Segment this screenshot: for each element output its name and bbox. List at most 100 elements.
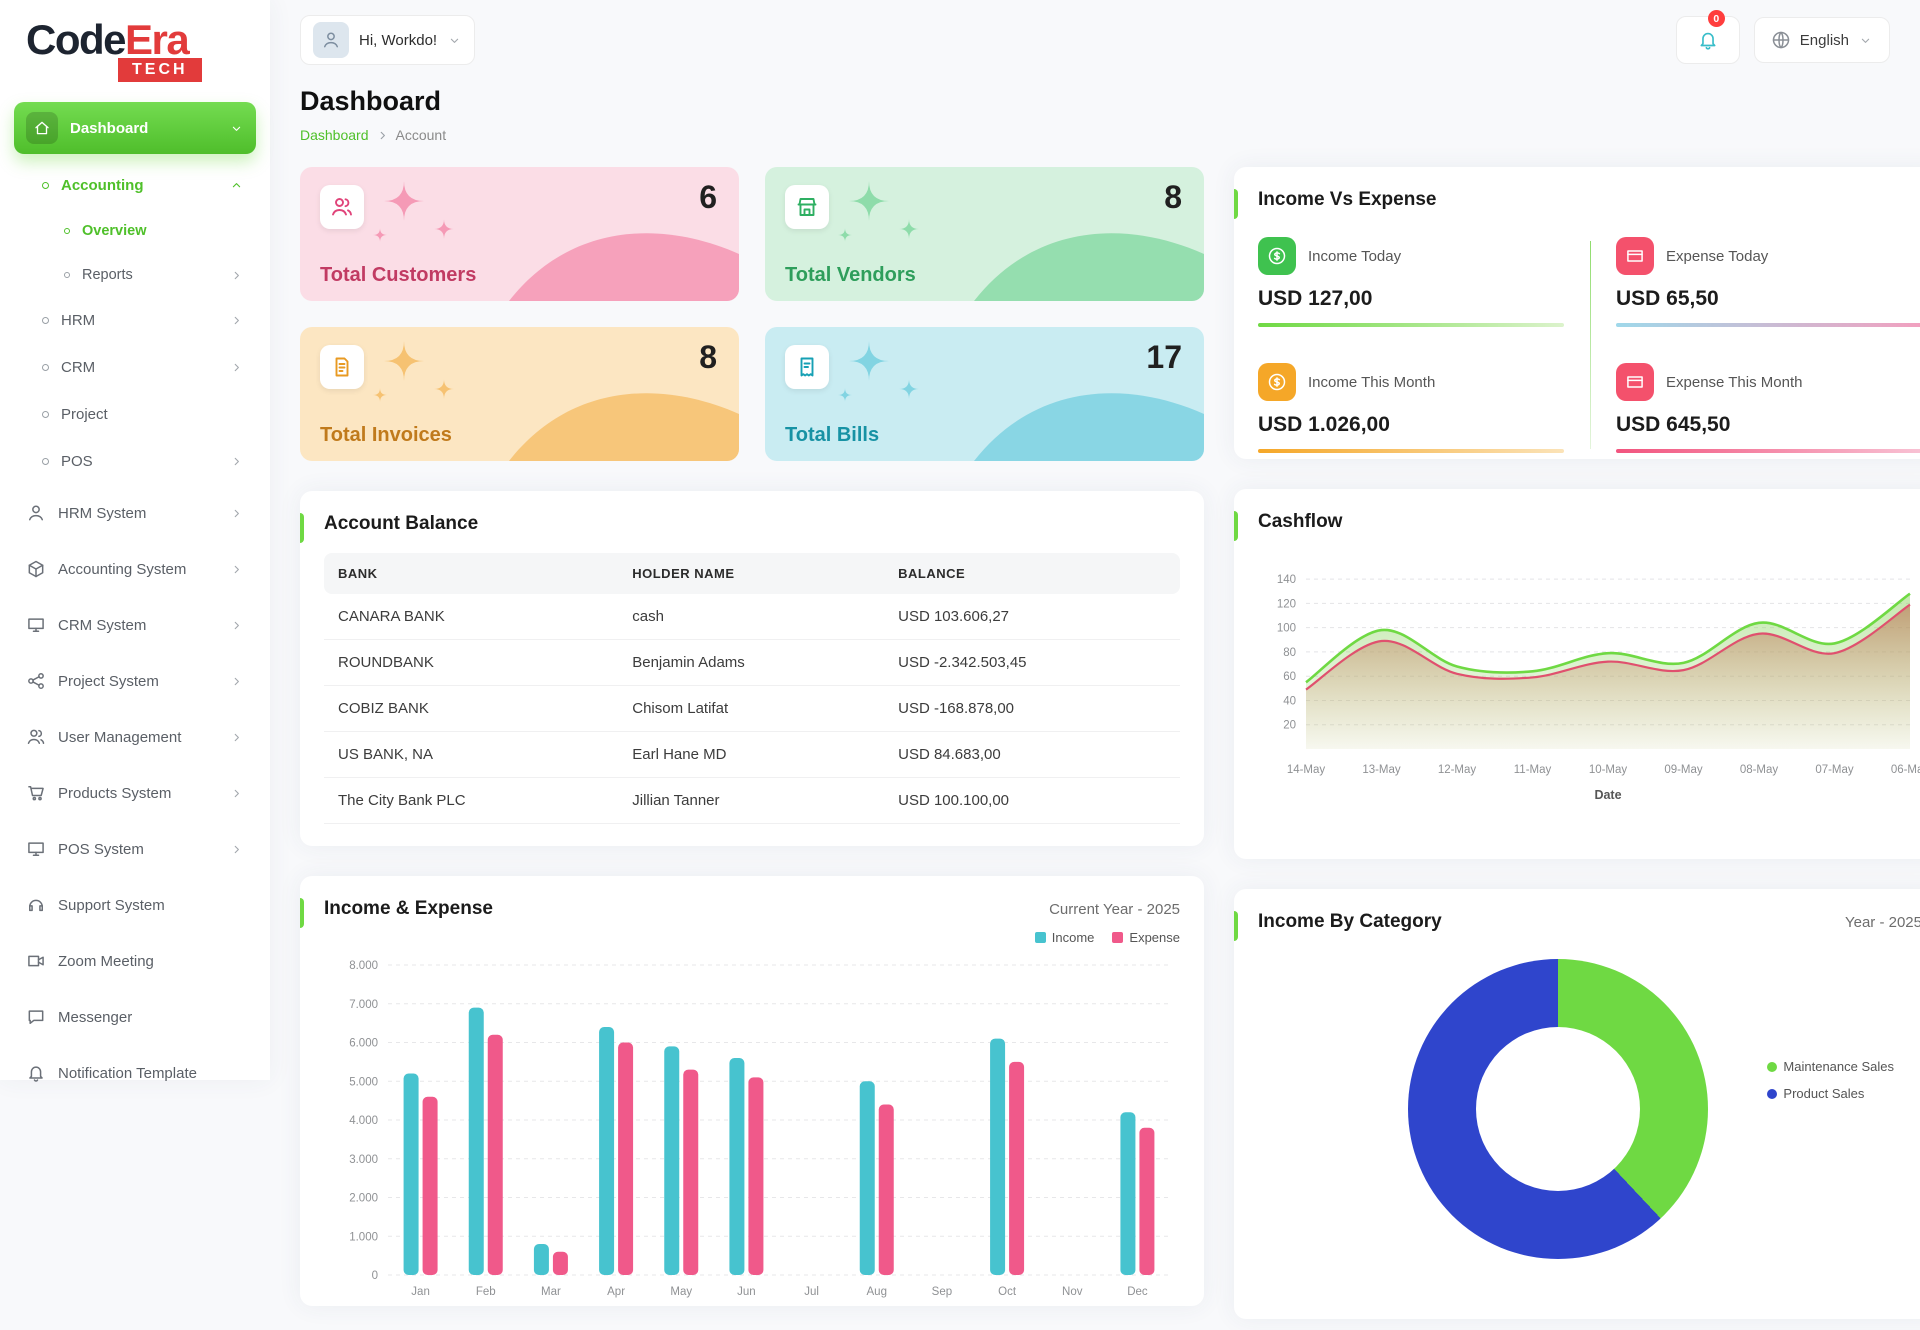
sidebar-item-accounting[interactable]: Accounting <box>14 162 256 209</box>
coins-icon <box>1267 246 1287 266</box>
chart-period: Current Year - 2025 <box>1049 901 1180 918</box>
chevron-right-icon-wrap <box>229 674 244 689</box>
coins-icon-badge <box>1258 237 1296 275</box>
sidebar-item-user-management[interactable]: User Management <box>14 709 256 765</box>
summary-underline <box>1258 323 1564 327</box>
headset-icon <box>26 895 46 915</box>
sidebar-item-label: Accounting <box>61 177 217 194</box>
card-title: Income By Category <box>1258 911 1442 933</box>
summary-top: Expense Today <box>1616 237 1920 275</box>
brand-logo[interactable]: CodeEra TECH <box>14 0 256 96</box>
sidebar-item-label: Dashboard <box>70 120 217 137</box>
legend-item-maintenance-sales[interactable]: Maintenance Sales <box>1767 1059 1894 1074</box>
legend-item-product-sales[interactable]: Product Sales <box>1767 1086 1894 1101</box>
svg-text:May: May <box>670 1286 692 1298</box>
sidebar-item-accounting-system[interactable]: Accounting System <box>14 541 256 597</box>
svg-text:3.000: 3.000 <box>349 1154 378 1166</box>
video-icon-wrap <box>26 951 46 971</box>
sidebar-item-zoom-meeting[interactable]: Zoom Meeting <box>14 933 256 989</box>
chevron-down-icon-wrap <box>229 121 244 136</box>
sparkle-decoration <box>364 173 474 257</box>
breadcrumb-link-dashboard[interactable]: Dashboard <box>300 127 369 143</box>
svg-text:06-May: 06-May <box>1891 764 1920 776</box>
chevron-down-icon <box>447 33 462 48</box>
stat-value: 8 <box>1164 179 1182 216</box>
sidebar-item-project[interactable]: Project <box>14 391 256 438</box>
user-menu[interactable]: Hi, Workdo! <box>300 15 475 65</box>
stat-card-total-invoices[interactable]: 8 Total Invoices <box>300 327 739 461</box>
svg-text:Dec: Dec <box>1127 1286 1148 1298</box>
svg-text:Nov: Nov <box>1062 1286 1083 1298</box>
notifications-button[interactable]: 0 <box>1676 16 1740 64</box>
svg-text:8.000: 8.000 <box>349 960 378 972</box>
legend-item-income[interactable]: Income <box>1035 930 1095 945</box>
sidebar-item-label: HRM System <box>58 505 217 522</box>
svg-text:4.000: 4.000 <box>349 1115 378 1127</box>
sidebar-item-messenger[interactable]: Messenger <box>14 989 256 1045</box>
globe-icon <box>1771 30 1791 50</box>
summary-top: Expense This Month <box>1616 363 1920 401</box>
sidebar-item-label: HRM <box>61 312 217 329</box>
share-icon <box>26 671 46 691</box>
topbar: Hi, Workdo! 0 English <box>300 0 1890 80</box>
chevron-right-icon-wrap <box>229 313 244 328</box>
chevron-right-icon-wrap <box>229 842 244 857</box>
summary-value: USD 127,00 <box>1258 287 1564 311</box>
summary-underline <box>1616 449 1920 453</box>
sidebar-item-label: Notification Template <box>58 1065 244 1082</box>
summary-label: Income This Month <box>1308 374 1435 391</box>
stat-label: Total Invoices <box>320 424 452 447</box>
table-cell: USD -2.342.503,45 <box>884 640 1180 686</box>
chevron-right-icon <box>229 268 244 283</box>
sidebar-item-crm-system[interactable]: CRM System <box>14 597 256 653</box>
svg-text:Sep: Sep <box>932 1286 952 1298</box>
legend-item-expense[interactable]: Expense <box>1112 930 1180 945</box>
sidebar-item-pos-system[interactable]: POS System <box>14 821 256 877</box>
sidebar-item-hrm[interactable]: HRM <box>14 297 256 344</box>
svg-text:Feb: Feb <box>476 1286 496 1298</box>
chevron-down-icon-wrap <box>447 33 462 48</box>
language-selector[interactable]: English <box>1754 17 1890 63</box>
person-icon <box>321 30 341 50</box>
svg-text:100: 100 <box>1277 623 1296 635</box>
user-avatar <box>313 22 349 58</box>
sidebar-item-dashboard[interactable]: Dashboard <box>14 102 256 154</box>
bill-icon-badge <box>785 345 829 389</box>
brand-name: CodeEra <box>26 16 188 63</box>
sidebar-item-hrm-system[interactable]: HRM System <box>14 485 256 541</box>
sidebar-item-project-system[interactable]: Project System <box>14 653 256 709</box>
sidebar-item-label: POS <box>61 453 217 470</box>
stat-label: Total Customers <box>320 264 476 287</box>
stat-value: 8 <box>699 339 717 376</box>
income-expense-bar-chart: 01.0002.0003.0004.0005.0006.0007.0008.00… <box>324 945 1180 1325</box>
chevron-right-icon-wrap <box>229 618 244 633</box>
svg-text:6.000: 6.000 <box>349 1038 378 1050</box>
sidebar-item-support-system[interactable]: Support System <box>14 877 256 933</box>
sidebar-item-crm[interactable]: CRM <box>14 344 256 391</box>
chevron-right-icon <box>229 674 244 689</box>
svg-text:11-May: 11-May <box>1514 764 1552 776</box>
bullet-dot-icon <box>42 411 49 418</box>
summary-label: Expense Today <box>1666 248 1768 265</box>
sidebar-item-pos[interactable]: POS <box>14 438 256 485</box>
income-by-category-card: Income By Category Year - 2025 Maintenan… <box>1234 889 1920 1319</box>
sidebar-item-products-system[interactable]: Products System <box>14 765 256 821</box>
sidebar-item-overview[interactable]: Overview <box>14 209 256 253</box>
stat-value: 17 <box>1146 339 1182 376</box>
income-by-category-donut <box>1408 959 1708 1259</box>
svg-text:Mar: Mar <box>541 1286 561 1298</box>
summary-underline <box>1616 323 1920 327</box>
sidebar-item-reports[interactable]: Reports <box>14 253 256 297</box>
